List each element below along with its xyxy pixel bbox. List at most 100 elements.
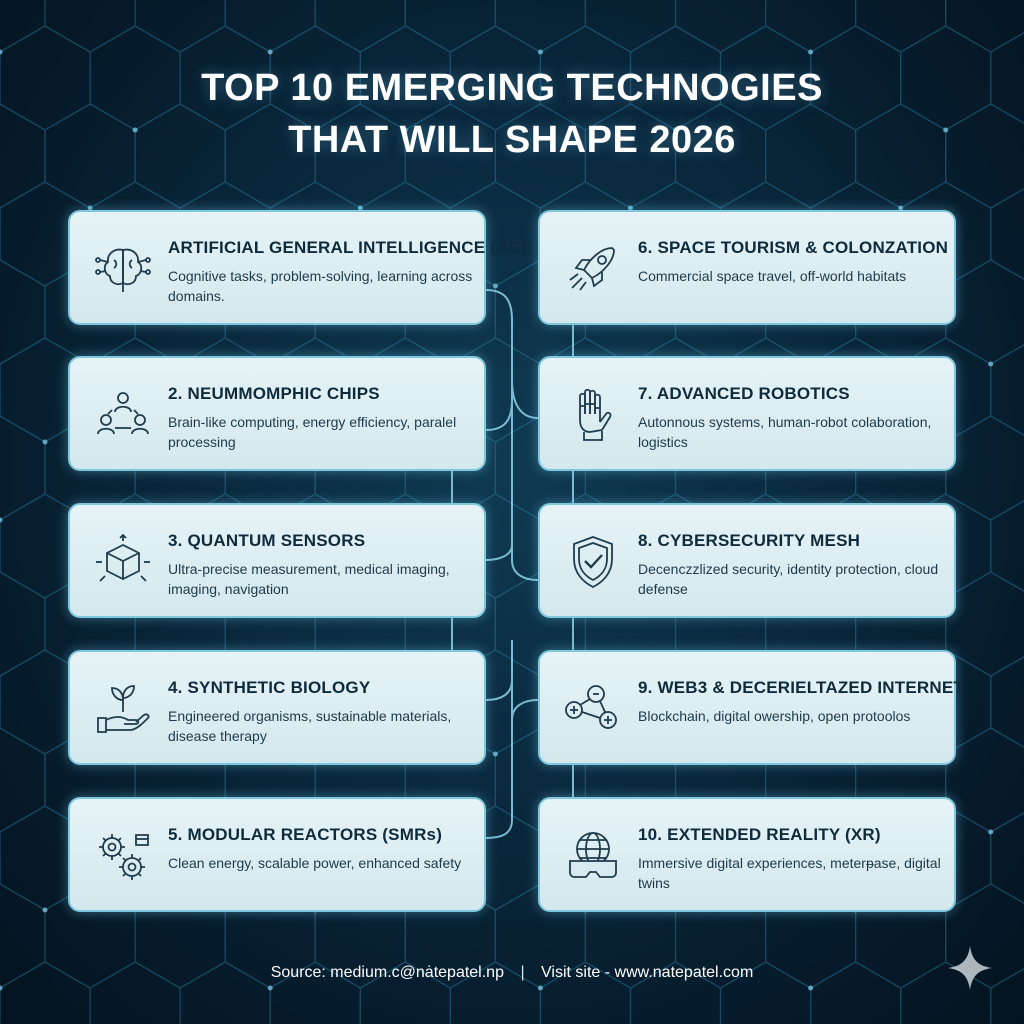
tech-description: Commercial space travel, off-world habit… — [638, 268, 907, 284]
tech-description: Blockchain, digital owership, open proto… — [638, 708, 911, 724]
hex-cell — [494, 103, 587, 209]
tech-card-neuromorphic: 2. NEUMMOMPHIC CHIPS Brain-like computin… — [68, 356, 486, 471]
hex-cell — [134, 103, 226, 209]
hex-cell — [990, 344, 1024, 436]
visit-site-link[interactable]: Visit site - www.natepatel.com — [541, 964, 754, 981]
hex-node — [537, 49, 543, 55]
hex-node — [673, 127, 678, 133]
tech-description: Immersive digital experiences, meterᵽase… — [638, 855, 941, 891]
hex-cell — [89, 25, 181, 131]
hex-cell — [854, 0, 947, 53]
hex-cell — [990, 32, 1024, 124]
tech-title: 4. SYNTHETIC BIOLOGY — [168, 678, 371, 697]
hex-cell — [629, 961, 722, 1024]
hex-node — [0, 517, 3, 523]
hex-node — [132, 127, 138, 133]
hex-node — [898, 205, 904, 211]
hand-sprout-icon — [92, 678, 154, 740]
hex-cell — [269, 961, 361, 1024]
vr-headset-globe-icon — [562, 825, 624, 887]
hex-cell — [990, 812, 1024, 904]
hex-cell — [404, 103, 496, 209]
hex-cell — [0, 25, 91, 131]
tech-card-cybersecurity-mesh: 8. CYBERSECURITY MESH Decenczzlized secu… — [538, 503, 956, 618]
tech-description: Clean energy, scalable power, enhanced s… — [168, 855, 462, 871]
gears-icon — [92, 825, 154, 887]
tech-title: 7. ADVANCED ROBOTICS — [638, 384, 850, 403]
hex-cell — [0, 727, 46, 833]
tech-card-web3: 9. WEB3 & DECERIELTAZED INTERNET Blockch… — [538, 650, 964, 765]
hex-node — [267, 985, 273, 991]
hex-cell — [674, 0, 767, 53]
shield-check-icon — [562, 531, 624, 593]
tech-title: 2. NEUMMOMPHIC CHIPS — [168, 384, 380, 403]
tech-title: ARTIFICIAL GENERAL INTELLIGENCE (AGI) — [168, 238, 533, 257]
title-line-1: TOP 10 EMERGING TECHNOGIES — [201, 67, 823, 109]
tech-description: Cognitive tasks, problem-solving, learni… — [168, 268, 473, 304]
hex-cell — [224, 103, 316, 209]
hex-cell — [990, 188, 1024, 280]
hex-cell — [179, 961, 271, 1024]
tech-description: Engineered organisms, sustainable materi… — [168, 708, 452, 744]
people-network-icon — [92, 384, 154, 446]
tech-description: Ultra-precise measurement, medical imagi… — [168, 561, 450, 597]
hex-cell — [0, 0, 46, 53]
hex-cell — [764, 103, 857, 209]
hex-node — [943, 127, 949, 133]
hex-cell — [404, 0, 496, 53]
hex-cell — [584, 0, 677, 53]
hex-cell — [0, 571, 46, 677]
hex-cell — [539, 961, 632, 1024]
hex-cell — [990, 656, 1024, 748]
brain-circuit-icon — [92, 238, 154, 300]
hex-cell — [0, 415, 46, 521]
hex-cell — [900, 25, 992, 131]
hex-node — [42, 907, 48, 913]
hex-cell — [314, 0, 406, 53]
hex-cell — [89, 961, 181, 1024]
hex-cell — [900, 961, 992, 1024]
tech-description: Brain-like computing, energy efficiency,… — [168, 414, 457, 450]
tech-card-modular-reactors: 5. MODULAR REACTORS (SMRs) Clean energy,… — [68, 797, 486, 912]
hex-cell — [0, 883, 46, 989]
hex-cell — [854, 103, 947, 209]
hex-node — [492, 751, 498, 757]
hex-cell — [719, 25, 812, 131]
hex-cell — [134, 0, 226, 53]
tech-description: Decenczzlized security, identity protect… — [638, 561, 939, 597]
hex-node — [42, 439, 48, 445]
hex-cell — [494, 0, 587, 53]
rocket-icon — [562, 238, 624, 300]
hex-cell — [809, 961, 902, 1024]
tech-card-quantum-sensors: 3. QUANTUM SENSORS Ultra-precise measure… — [68, 503, 486, 618]
tech-card-advanced-robotics: 7. ADVANCED ROBOTICS Autonnous systems, … — [538, 356, 956, 471]
hex-cell — [314, 103, 406, 209]
hex-node — [988, 829, 994, 835]
cube-sensor-icon — [92, 531, 154, 593]
tech-card-space-tourism: 6. SPACE TOURISM & COLONZATION Commercia… — [538, 210, 956, 325]
tech-card-agi: ARTIFICIAL GENERAL INTELLIGENCE (AGI) Co… — [68, 210, 533, 325]
hex-node — [0, 49, 3, 55]
hex-cell — [0, 961, 91, 1024]
hex-cell — [224, 0, 316, 53]
robot-hand-icon — [562, 384, 624, 446]
sparkle-icon — [948, 946, 992, 990]
hex-cell — [269, 25, 361, 131]
hex-cell — [539, 25, 632, 131]
hex-cell — [945, 415, 1024, 521]
hex-node — [808, 985, 814, 991]
hex-cell — [945, 103, 1024, 209]
hex-cell — [719, 961, 812, 1024]
title-line-2: THAT WILL SHAPE 2026 — [288, 119, 736, 161]
hex-cell — [449, 25, 542, 131]
tech-title: 5. MODULAR REACTORS (SMRs) — [168, 825, 443, 844]
hex-node — [808, 49, 814, 55]
network-nodes-icon — [562, 678, 624, 740]
hex-cell — [990, 500, 1024, 592]
hex-node — [402, 127, 408, 133]
hex-cell — [945, 259, 1024, 365]
tech-title: 10. EXTENDED REALITY (XR) — [638, 825, 881, 844]
hex-cell — [179, 25, 271, 131]
hex-cell — [44, 0, 136, 53]
hex-node — [357, 205, 363, 211]
